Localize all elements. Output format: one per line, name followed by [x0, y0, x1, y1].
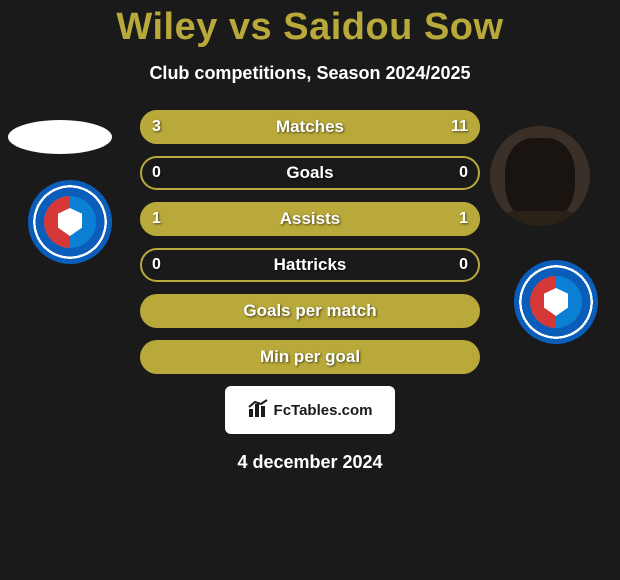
stat-value-right: 0: [459, 164, 468, 182]
stat-row: 1 1 Assists: [0, 202, 620, 236]
stat-value-right: 11: [451, 118, 468, 136]
stat-bar: 1 1 Assists: [140, 202, 480, 236]
stat-label: Assists: [280, 209, 340, 229]
bar-fill-right: [211, 110, 480, 144]
stat-label: Goals per match: [243, 301, 376, 321]
stat-bar: Min per goal: [140, 340, 480, 374]
stat-value-right: 0: [459, 256, 468, 274]
date-text: 4 december 2024: [0, 452, 620, 473]
stat-bar: 0 0 Hattricks: [140, 248, 480, 282]
stat-label: Goals: [286, 163, 333, 183]
subtitle: Club competitions, Season 2024/2025: [0, 63, 620, 84]
stat-label: Hattricks: [274, 255, 347, 275]
stat-label: Matches: [276, 117, 344, 137]
stat-value-left: 3: [152, 118, 161, 136]
stat-bar: 0 0 Goals: [140, 156, 480, 190]
footer-brand: FcTables.com: [225, 386, 395, 434]
stat-row: Goals per match: [0, 294, 620, 328]
stats-container: 311Matches00Goals11Assists00HattricksGoa…: [0, 110, 620, 374]
stat-value-left: 0: [152, 256, 161, 274]
stat-bar: Goals per match: [140, 294, 480, 328]
footer-brand-text: FcTables.com: [274, 402, 373, 419]
stat-row: 0 0 Goals: [0, 156, 620, 190]
stat-value-left: 0: [152, 164, 161, 182]
stat-row: 3 11 Matches: [0, 110, 620, 144]
chart-icon: [248, 397, 270, 423]
stat-label: Min per goal: [260, 347, 360, 367]
page-title: Wiley vs Saidou Sow: [0, 0, 620, 49]
stat-value-right: 1: [459, 210, 468, 228]
stat-value-left: 1: [152, 210, 161, 228]
bar-fill-left: [140, 110, 211, 144]
stat-row: 0 0 Hattricks: [0, 248, 620, 282]
stat-row: Min per goal: [0, 340, 620, 374]
stat-bar: 3 11 Matches: [140, 110, 480, 144]
